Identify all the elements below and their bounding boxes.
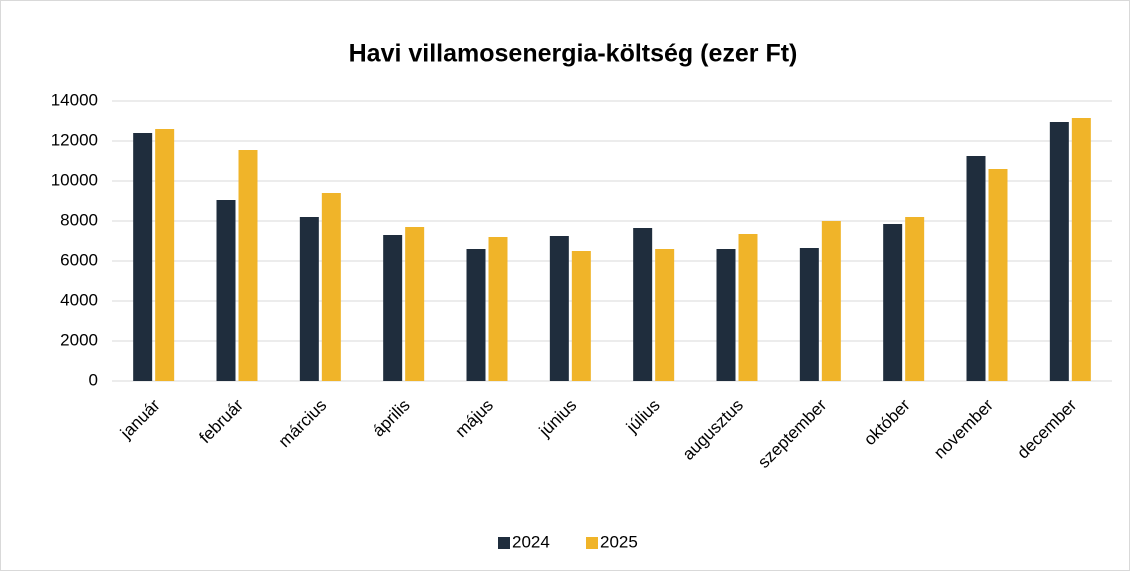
bar: [299, 217, 319, 381]
y-tick-label: 14000: [51, 90, 98, 109]
bar: [655, 249, 675, 381]
bar: [383, 235, 403, 381]
bar: [633, 228, 653, 381]
bar: [466, 249, 486, 381]
y-tick-label: 8000: [60, 210, 98, 229]
bar: [216, 200, 236, 381]
bar: [738, 234, 758, 381]
y-tick-label: 12000: [51, 130, 98, 149]
bar: [716, 249, 736, 381]
bar: [238, 150, 258, 381]
legend-label: 2024: [512, 532, 550, 551]
y-tick-label: 4000: [60, 290, 98, 309]
bar: [405, 227, 425, 381]
y-tick-label: 2000: [60, 330, 98, 349]
legend-swatch: [498, 537, 510, 549]
bar: [821, 221, 841, 381]
bar: [1071, 118, 1091, 381]
bar: [905, 217, 925, 381]
bar: [488, 237, 508, 381]
y-tick-label: 0: [89, 370, 98, 389]
bar: [799, 248, 819, 381]
bar: [133, 133, 153, 381]
bar: [549, 236, 569, 381]
chart-title: Havi villamosenergia-költség (ezer Ft): [349, 40, 798, 68]
bar: [321, 193, 341, 381]
bar: [883, 224, 903, 381]
bar: [155, 129, 175, 381]
bar: [1049, 122, 1069, 381]
y-tick-label: 10000: [51, 170, 98, 189]
legend-swatch: [586, 537, 598, 549]
y-tick-label: 6000: [60, 250, 98, 269]
bar: [966, 156, 986, 381]
legend-label: 2025: [600, 532, 638, 551]
bar: [571, 251, 591, 381]
bar: [988, 169, 1008, 381]
